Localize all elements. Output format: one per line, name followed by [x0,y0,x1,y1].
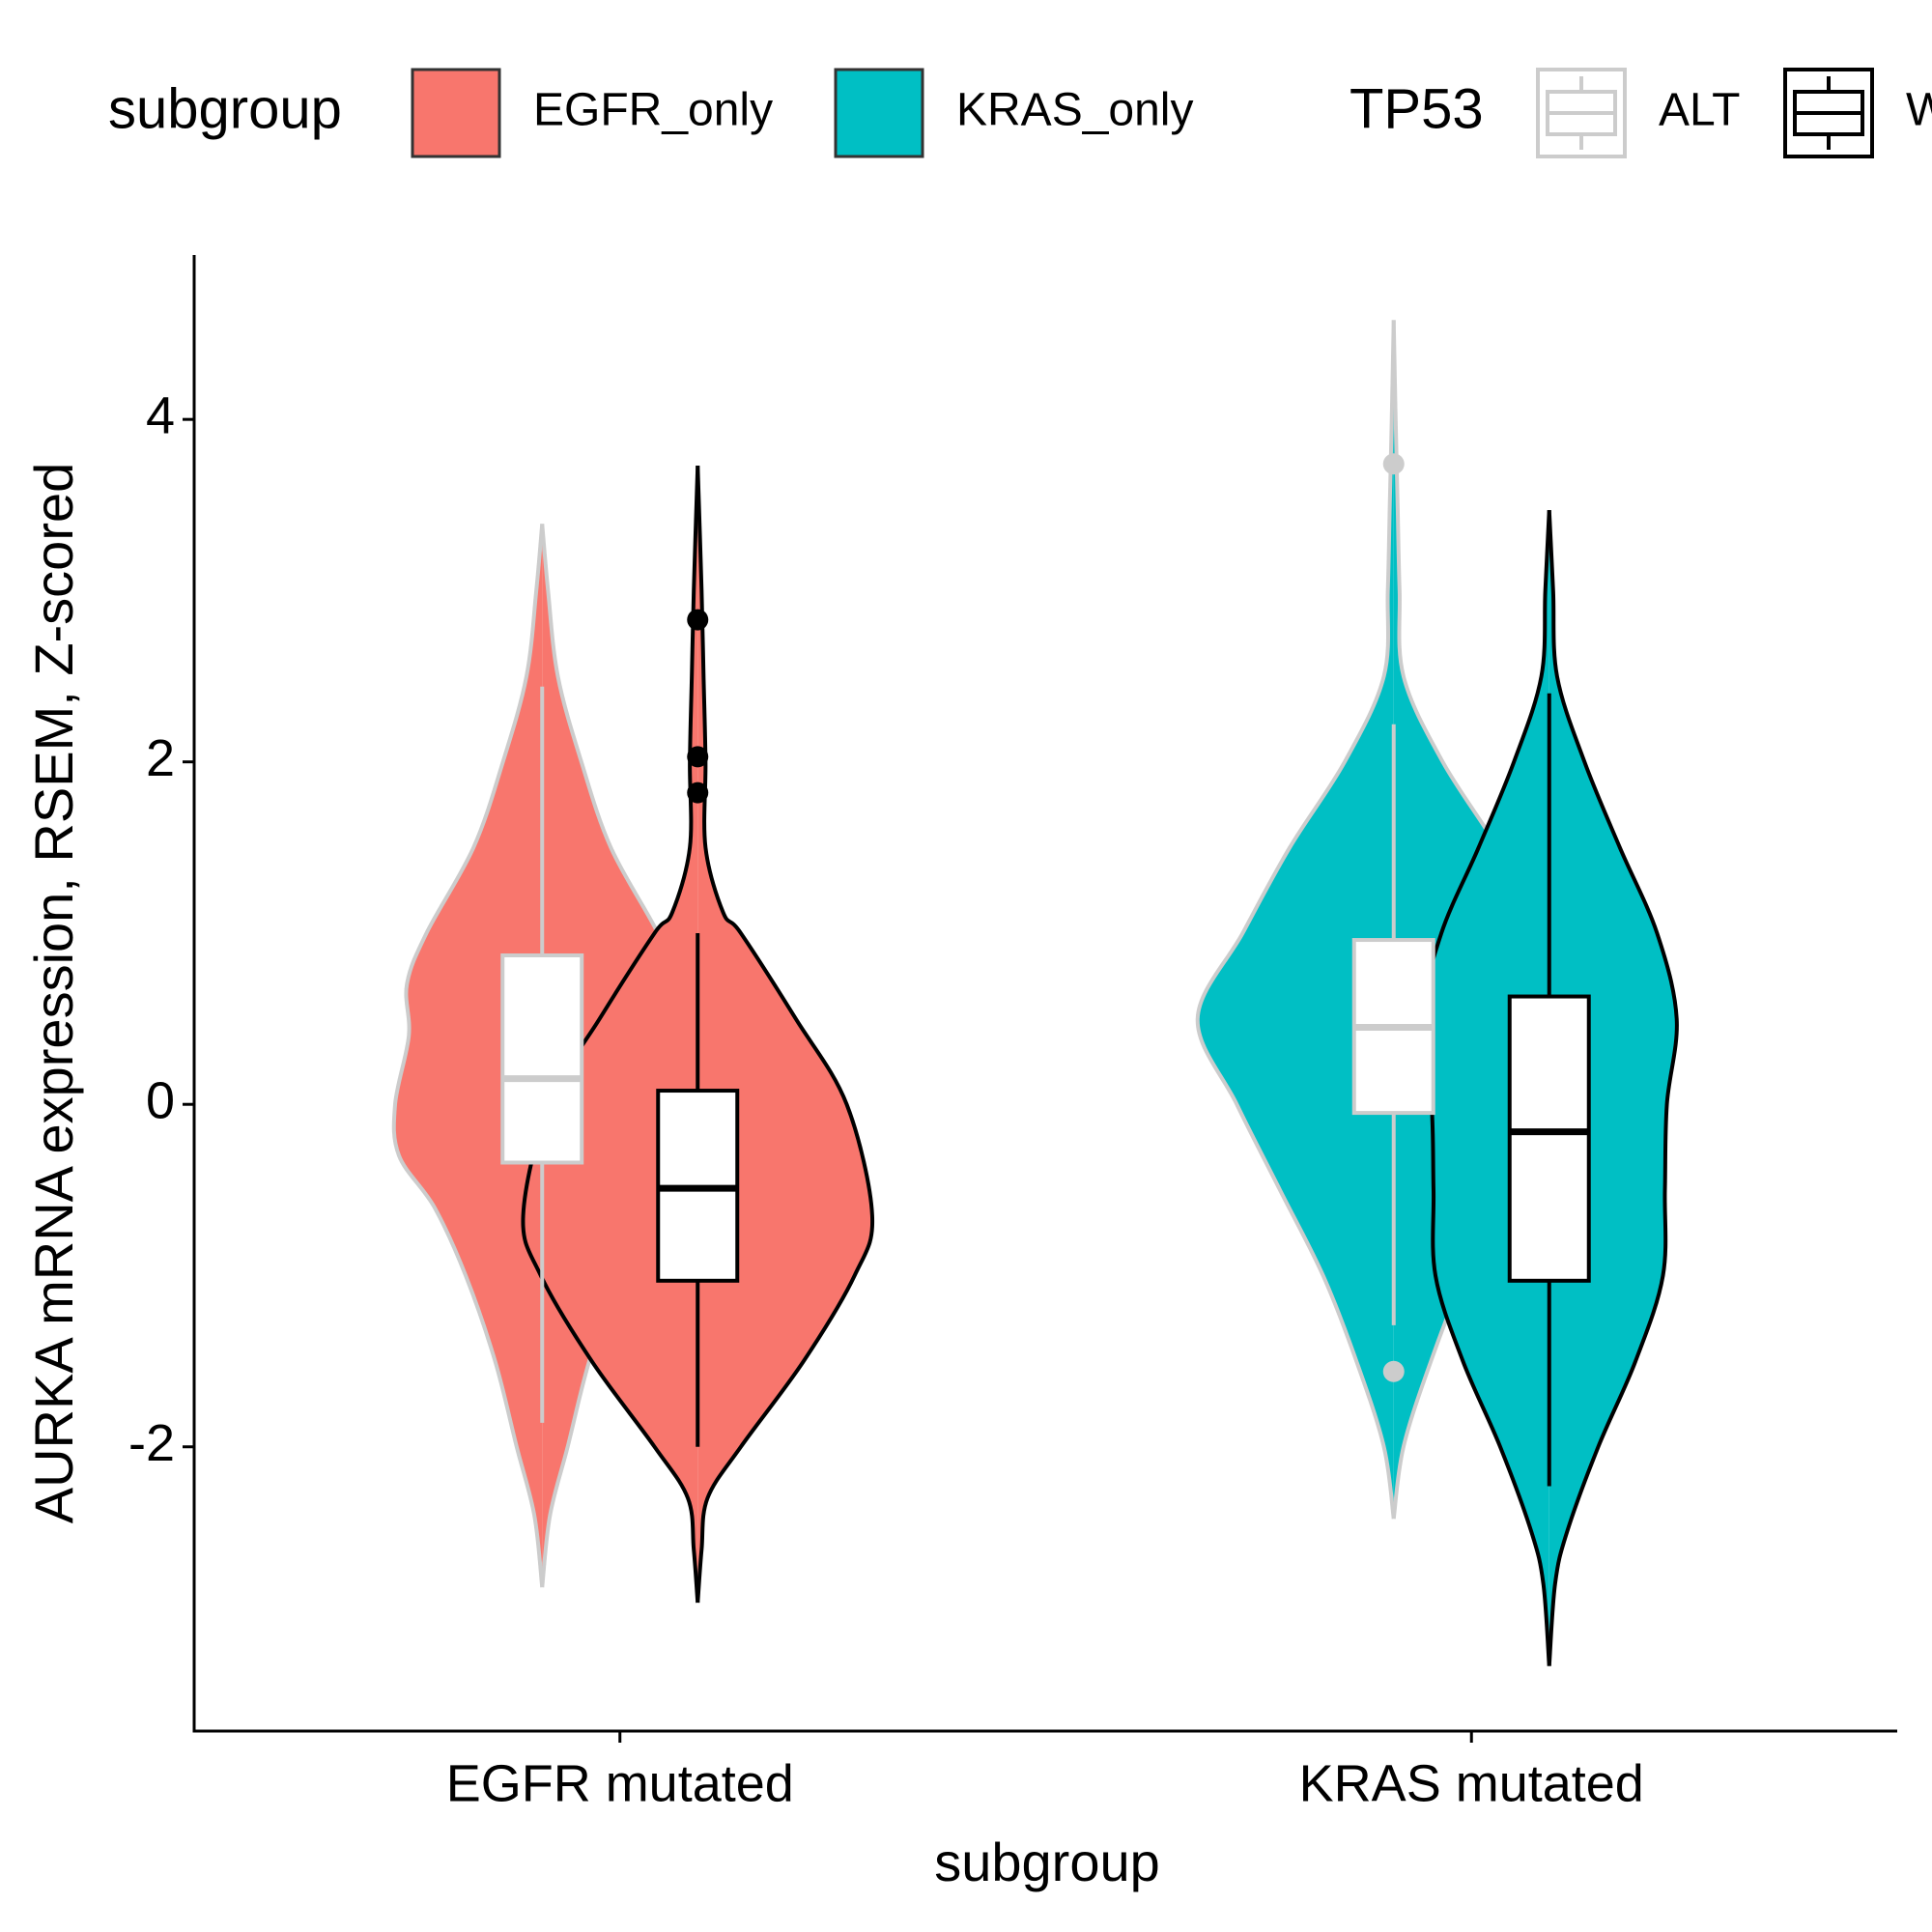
y-axis-title: AURKA mRNA expression, RSEM, Z-scored [23,463,84,1524]
box [500,953,584,1165]
violin-outline [1547,510,1679,1666]
violin-fill [1548,510,1677,1666]
outlier [1382,453,1405,475]
box [1507,994,1591,1283]
legend-key [411,68,501,158]
x-axis-title: subgroup [934,1832,1160,1892]
outlier [687,781,709,804]
legend-title: TP53 [1350,77,1484,140]
y-tick-label: 4 [146,386,175,444]
legend-label: WT [1906,85,1932,136]
outlier [687,609,709,631]
violin-outline [391,524,545,1588]
legend-key [834,68,924,158]
legend-label: ALT [1659,85,1740,136]
outlier [687,746,709,768]
legend-label: KRAS_only [956,85,1193,136]
y-tick-label: 2 [146,729,175,787]
y-tick-label: -2 [128,1414,175,1472]
y-tick-label: 0 [146,1071,175,1129]
legend-title: subgroup [108,77,342,140]
x-tick-label: KRAS mutated [1299,1754,1644,1812]
violin-fill [1197,320,1394,1520]
violin-fill [1421,510,1549,1666]
legend-label: EGFR_only [533,85,773,136]
outlier [1382,1360,1405,1382]
x-tick-label: EGFR mutated [446,1754,794,1812]
violin-outline [696,465,875,1604]
violin-fill [393,524,543,1588]
violin-outline [1195,320,1396,1520]
